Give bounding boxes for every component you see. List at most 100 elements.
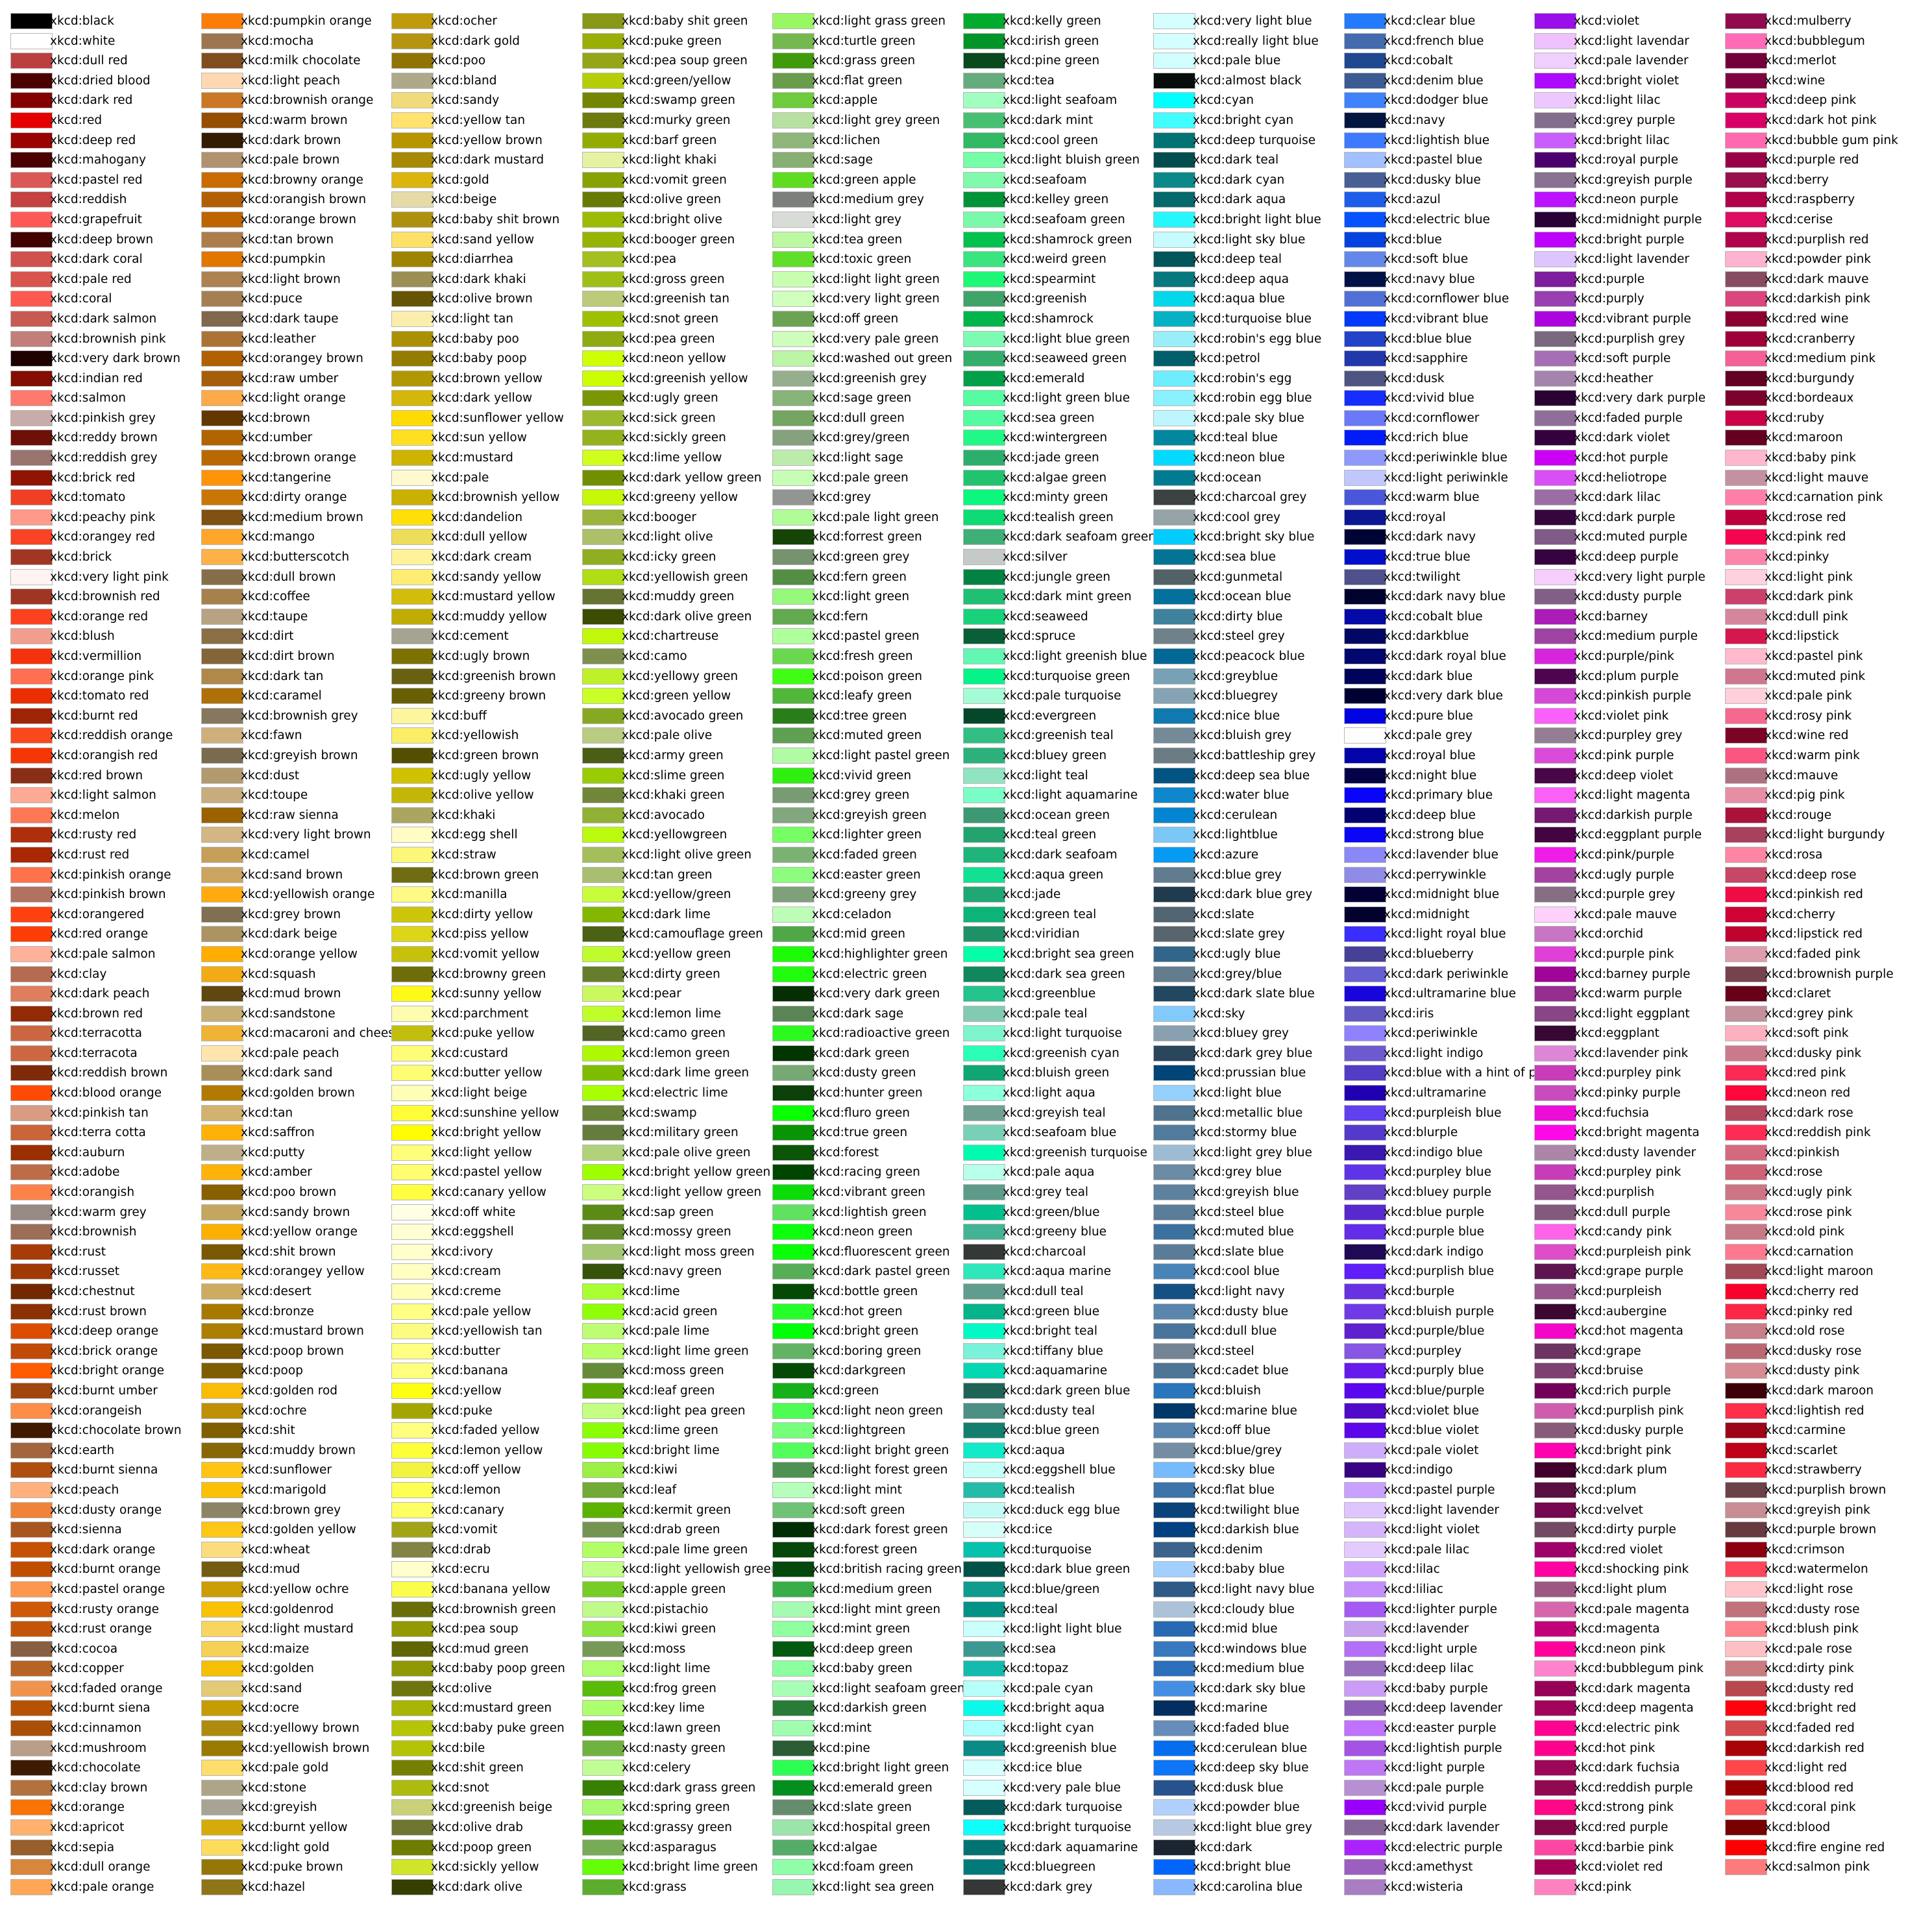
color-label: xkcd:lawn green: [622, 1721, 721, 1736]
color-swatch: [582, 132, 624, 149]
color-label: xkcd:purple brown: [1765, 1523, 1877, 1537]
color-swatch: [391, 986, 434, 1002]
color-label: xkcd:soft blue: [1384, 252, 1469, 267]
color-label: xkcd:purpley blue: [1384, 1165, 1491, 1180]
color-swatch: [963, 13, 1005, 29]
color-entry: xkcd:sage: [762, 151, 952, 171]
color-swatch: [201, 707, 243, 724]
color-swatch: [10, 1065, 53, 1082]
color-entry: xkcd:blue: [1334, 230, 1524, 250]
color-column: xkcd:very light blue xkcd:really light bl…: [1143, 12, 1333, 1897]
color-label: xkcd:light grey: [812, 212, 901, 226]
color-swatch: [1344, 926, 1386, 943]
color-swatch: [1344, 1342, 1386, 1359]
color-label: xkcd:denim: [1193, 1542, 1263, 1557]
color-entry: xkcd:vivid green: [762, 766, 952, 786]
color-swatch: [1153, 1283, 1195, 1300]
color-swatch: [582, 152, 624, 169]
color-entry: xkcd:muted blue: [1143, 1222, 1333, 1243]
color-label: xkcd:crimson: [1765, 1542, 1845, 1557]
color-swatch: [10, 986, 53, 1002]
color-label: xkcd:burnt siena: [50, 1701, 151, 1716]
color-entry: xkcd:warm brown: [191, 111, 381, 131]
color-swatch: [201, 1501, 243, 1518]
color-swatch: [1534, 450, 1576, 467]
color-swatch: [391, 1740, 434, 1756]
color-entry: xkcd:light urple: [1334, 1640, 1524, 1660]
color-entry: xkcd:heather: [1524, 369, 1714, 389]
color-column: xkcd:pumpkin orange xkcd:mocha xkcd:milk c…: [191, 12, 402, 1897]
color-swatch: [201, 1779, 243, 1796]
color-swatch: [201, 409, 243, 426]
color-swatch: [582, 251, 624, 268]
color-swatch: [963, 1422, 1005, 1439]
color-swatch: [1153, 1720, 1195, 1737]
color-entry: xkcd:aqua marine: [953, 1262, 1143, 1282]
color-label: xkcd:yellowy green: [622, 669, 739, 683]
color-swatch: [582, 211, 624, 228]
color-swatch: [1344, 1045, 1386, 1062]
color-swatch: [963, 1104, 1005, 1121]
color-label: xkcd:banana yellow: [431, 1582, 550, 1596]
color-swatch: [1725, 271, 1767, 287]
color-entry: xkcd:pinkish orange: [0, 866, 190, 886]
color-entry: xkcd:eggplant: [1524, 1024, 1714, 1044]
color-swatch: [963, 350, 1005, 367]
color-entry: xkcd:dull pink: [1715, 607, 1905, 627]
color-swatch: [1153, 807, 1195, 823]
color-label: xkcd:khaki green: [622, 788, 725, 803]
color-entry: xkcd:clay brown: [0, 1778, 190, 1799]
color-entry: xkcd:greenish cyan: [953, 1044, 1143, 1064]
color-label: xkcd:pale sky blue: [1193, 411, 1304, 425]
color-entry: xkcd:bluey grey: [1143, 1024, 1333, 1044]
color-swatch: [1153, 747, 1195, 764]
color-entry: xkcd:khaki: [381, 806, 571, 826]
color-label: xkcd:turquoise green: [1003, 669, 1131, 683]
color-swatch: [963, 1501, 1005, 1518]
color-entry: xkcd:grey/green: [762, 428, 952, 448]
color-label: xkcd:pumpkin: [241, 252, 326, 267]
color-label: xkcd:greenish tan: [622, 292, 729, 306]
color-label: xkcd:muddy green: [622, 590, 735, 604]
color-label: xkcd:pure blue: [1384, 709, 1473, 723]
color-swatch: [1153, 1104, 1195, 1121]
color-label: xkcd:cadet blue: [1193, 1364, 1289, 1378]
color-entry: xkcd:merlot: [1715, 51, 1905, 71]
color-swatch: [1153, 92, 1195, 109]
color-swatch: [772, 1263, 814, 1280]
color-entry: xkcd:pale blue: [1143, 51, 1333, 71]
color-label: xkcd:deep sea blue: [1193, 768, 1310, 783]
color-entry: xkcd:watermelon: [1715, 1560, 1905, 1580]
color-label: xkcd:dark lilac: [1574, 491, 1661, 505]
color-label: xkcd:reddish purple: [1574, 1780, 1693, 1795]
color-swatch: [1725, 53, 1767, 69]
color-label: xkcd:deep orange: [50, 1324, 159, 1339]
color-swatch: [1153, 330, 1195, 347]
color-swatch: [582, 430, 624, 446]
color-swatch: [582, 1283, 624, 1300]
color-swatch: [391, 72, 434, 89]
color-label: xkcd:soft green: [812, 1503, 905, 1517]
color-label: xkcd:marine: [1193, 1701, 1268, 1716]
color-swatch: [1344, 370, 1386, 387]
color-entry: xkcd:beige: [381, 190, 571, 210]
color-label: xkcd:kelly green: [1003, 14, 1101, 28]
color-swatch: [1725, 1323, 1767, 1340]
color-label: xkcd:light mauve: [1765, 470, 1869, 485]
color-label: xkcd:yellow tan: [431, 113, 526, 127]
color-swatch: [1344, 1402, 1386, 1419]
color-label: xkcd:amber: [241, 1165, 312, 1180]
color-entry: xkcd:powder pink: [1715, 250, 1905, 270]
color-swatch: [582, 370, 624, 387]
color-entry: xkcd:bright teal: [953, 1322, 1143, 1342]
color-entry: xkcd:light grey green: [762, 111, 952, 131]
color-entry: xkcd:faded purple: [1524, 409, 1714, 429]
color-swatch: [10, 1700, 53, 1717]
color-label: xkcd:bluish: [1193, 1383, 1261, 1398]
color-swatch: [1534, 1859, 1576, 1876]
color-label: xkcd:purpleish pink: [1574, 1244, 1691, 1259]
color-entry: xkcd:eggplant purple: [1524, 825, 1714, 845]
color-entry: xkcd:banana yellow: [381, 1580, 571, 1600]
color-entry: xkcd:chocolate brown: [0, 1421, 190, 1441]
color-label: xkcd:bubble gum pink: [1765, 133, 1898, 147]
